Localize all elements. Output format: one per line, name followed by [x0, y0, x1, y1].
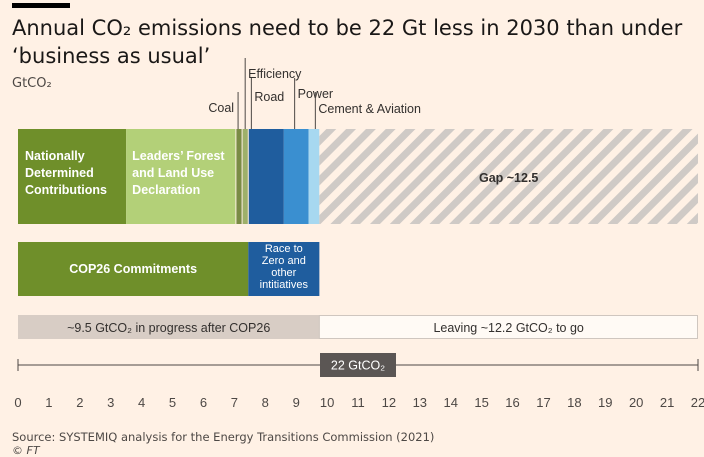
label-coal: Coal: [208, 101, 234, 115]
bar-segment-gap: [319, 129, 698, 224]
x-tick-label: 14: [443, 395, 457, 410]
x-tick-label: 21: [660, 395, 674, 410]
bar-segment-coal: [235, 129, 243, 224]
x-tick-label: 12: [382, 395, 396, 410]
chart-title: Annual CO₂ emissions need to be 22 Gt le…: [12, 16, 683, 68]
label-in-progress: ~9.5 GtCO₂ in progress after COP26: [67, 321, 270, 335]
ft-credit: © FT: [12, 444, 40, 457]
x-tick-label: 4: [138, 395, 145, 410]
label-cop26: COP26 Commitments: [69, 262, 197, 276]
bar-segment-in-progress: [18, 315, 320, 339]
ft-top-bar: [12, 3, 70, 8]
bar-segment-leaders: [126, 129, 236, 224]
bar-segment-road: [248, 129, 284, 224]
unit-label: GtCO₂: [12, 76, 52, 91]
x-tick-label: 5: [169, 395, 176, 410]
label-to-go: Leaving ~12.2 GtCO₂ to go: [433, 321, 583, 335]
bar-segment-to-go: [318, 315, 698, 339]
bar-segment-power: [283, 129, 309, 224]
x-tick-label: 15: [474, 395, 488, 410]
bar-segment-efficiency: [242, 129, 249, 224]
x-tick-label: 22: [691, 395, 704, 410]
x-tick-label: 17: [536, 395, 550, 410]
x-tick-label: 18: [567, 395, 581, 410]
x-tick-label: 13: [413, 395, 427, 410]
x-tick-label: 20: [629, 395, 643, 410]
x-tick-label: 9: [293, 395, 300, 410]
label-ndc: Nationally Determined Contributions: [25, 149, 107, 197]
label-race-to-zero: Race to Zero and other intitiatives: [260, 243, 309, 291]
x-tick-label: 10: [320, 395, 334, 410]
x-tick-label: 16: [505, 395, 519, 410]
label-road: Road: [254, 90, 284, 104]
x-tick-label: 19: [598, 395, 612, 410]
x-tick-label: 6: [200, 395, 207, 410]
x-tick-label: 1: [45, 395, 52, 410]
label-efficiency: Efficiency: [248, 67, 302, 81]
x-tick-label: 7: [231, 395, 238, 410]
x-tick-label: 11: [351, 395, 365, 410]
label-total: 22 GtCO₂: [331, 359, 385, 373]
bar-segment-race_to_zero: [248, 242, 320, 296]
label-leaders: Leaders’ Forest and Land Use Declaration: [132, 149, 225, 197]
x-tick-label: 2: [76, 395, 83, 410]
x-tick-label: 3: [107, 395, 114, 410]
x-tick-label: 8: [262, 395, 269, 410]
label-cement_aviation: Cement & Aviation: [318, 102, 421, 116]
bar-segment-cop26: [18, 242, 249, 296]
x-tick-label: 0: [14, 395, 21, 410]
bar-segment-cement_aviation: [308, 129, 320, 224]
total-label-box: [320, 353, 396, 377]
source-note: Source: SYSTEMIQ analysis for the Energy…: [12, 430, 435, 444]
bar-segment-ndc: [18, 129, 127, 224]
label-gap: Gap ~12.5: [479, 171, 538, 185]
